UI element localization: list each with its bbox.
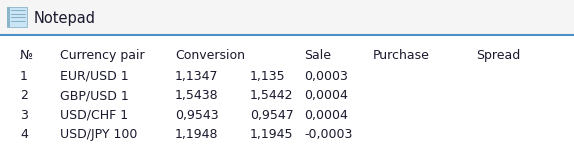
Text: 1,1347: 1,1347 — [175, 70, 219, 83]
Text: 0,0004: 0,0004 — [304, 89, 348, 102]
Text: №: № — [20, 49, 33, 62]
Text: -0,0003: -0,0003 — [304, 128, 352, 141]
FancyBboxPatch shape — [7, 7, 10, 27]
Text: GBP/USD 1: GBP/USD 1 — [60, 89, 129, 102]
Text: 1,5442: 1,5442 — [250, 89, 293, 102]
Text: 1: 1 — [20, 70, 28, 83]
FancyBboxPatch shape — [0, 35, 574, 145]
Text: 1,5438: 1,5438 — [175, 89, 219, 102]
FancyBboxPatch shape — [7, 7, 27, 27]
Text: USD/JPY 100: USD/JPY 100 — [60, 128, 138, 141]
Text: Conversion: Conversion — [175, 49, 245, 62]
Text: 1,135: 1,135 — [250, 70, 285, 83]
Text: Purchase: Purchase — [373, 49, 430, 62]
Text: Spread: Spread — [476, 49, 521, 62]
Text: Currency pair: Currency pair — [60, 49, 145, 62]
Text: 3: 3 — [20, 109, 28, 122]
Text: 0,0003: 0,0003 — [304, 70, 348, 83]
FancyBboxPatch shape — [0, 0, 574, 35]
Text: 0,0004: 0,0004 — [304, 109, 348, 122]
Text: 0,9547: 0,9547 — [250, 109, 293, 122]
Text: USD/CHF 1: USD/CHF 1 — [60, 109, 129, 122]
Text: Sale: Sale — [304, 49, 331, 62]
Text: Notepad: Notepad — [34, 11, 96, 26]
Text: 1,1945: 1,1945 — [250, 128, 293, 141]
Text: 4: 4 — [20, 128, 28, 141]
Text: 2: 2 — [20, 89, 28, 102]
Text: 1,1948: 1,1948 — [175, 128, 219, 141]
Text: EUR/USD 1: EUR/USD 1 — [60, 70, 129, 83]
Text: 0,9543: 0,9543 — [175, 109, 219, 122]
